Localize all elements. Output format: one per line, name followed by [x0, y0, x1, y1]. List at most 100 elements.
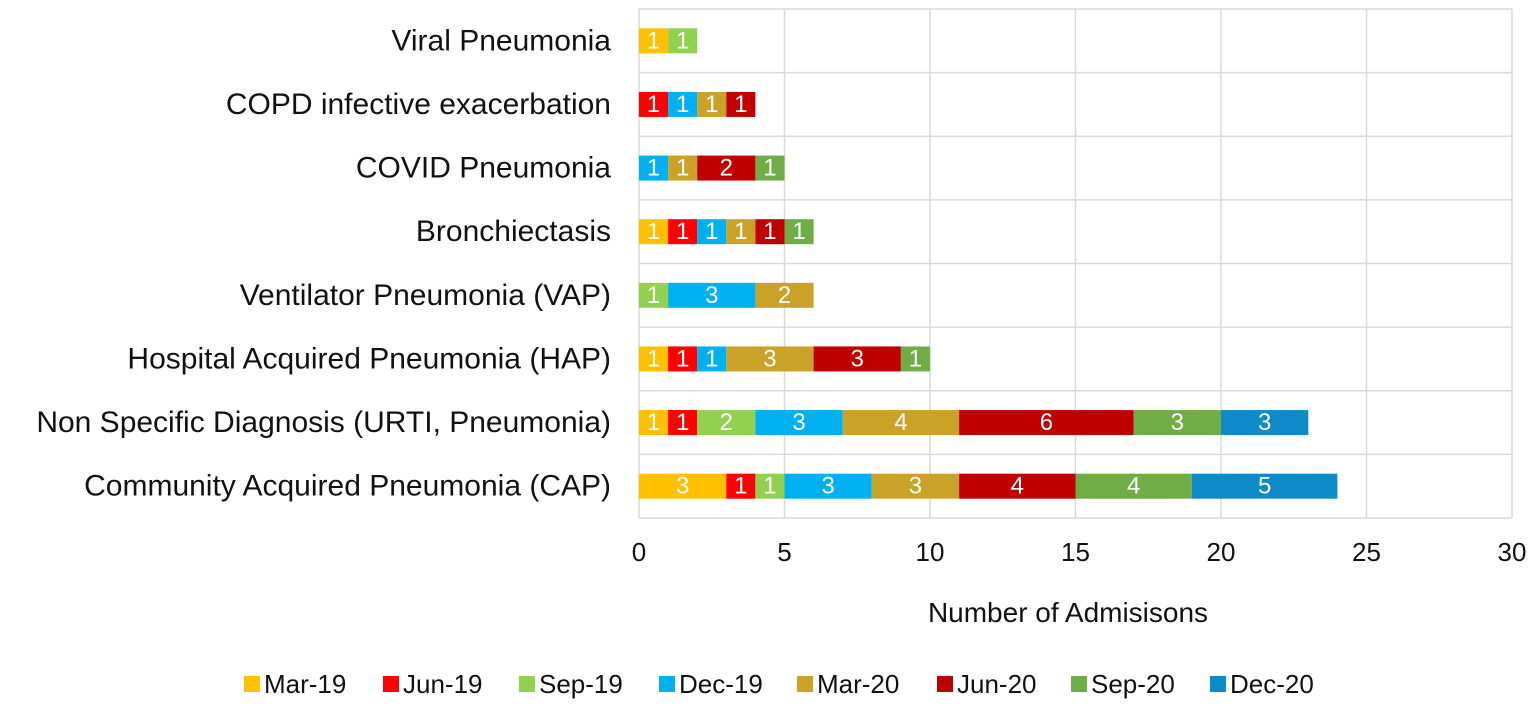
- bar-value-label: 3: [909, 473, 922, 500]
- legend-swatch: [519, 676, 535, 692]
- bar-segment: [639, 28, 669, 54]
- bar-value-label: 1: [705, 345, 718, 372]
- bar-segment: [784, 219, 814, 245]
- bar-value-label: 5: [1258, 473, 1271, 500]
- bar-segment: [959, 410, 1134, 436]
- legend-label: Dec-20: [1230, 669, 1314, 699]
- bar-value-label: 4: [1127, 473, 1140, 500]
- category-label: Non Specific Diagnosis (URTI, Pneumonia): [36, 406, 611, 439]
- bar-segment: [697, 155, 756, 181]
- bar-value-label: 6: [1040, 409, 1053, 436]
- bar-segment: [871, 473, 960, 499]
- bar-value-label: 1: [792, 218, 805, 245]
- bar-segment: [959, 473, 1076, 499]
- bar-segment: [1075, 473, 1192, 499]
- category-label: COPD infective exacerbation: [226, 88, 611, 121]
- x-tick-label: 25: [1352, 537, 1381, 567]
- bar-value-label: 1: [676, 218, 689, 245]
- bar-value-label: 2: [778, 282, 791, 309]
- bar-value-label: 1: [647, 155, 660, 182]
- legend-label: Dec-19: [679, 669, 763, 699]
- bar-segment: [697, 410, 756, 436]
- bar-value-label: 3: [1171, 409, 1184, 436]
- bar-value-label: 1: [763, 218, 776, 245]
- legend-swatch: [244, 676, 260, 692]
- bar-value-label: 1: [647, 282, 660, 309]
- bar-segment: [668, 91, 698, 117]
- category-labels: Viral Pneumonia COPD infective exacerbati…: [36, 24, 611, 502]
- bar-value-label: 3: [792, 409, 805, 436]
- bar-segment: [668, 219, 698, 245]
- legend-swatch: [1071, 676, 1087, 692]
- bar-segment: [755, 282, 814, 308]
- bar-segment: [726, 473, 756, 499]
- bar-segment: [1221, 410, 1309, 436]
- bar-value-label: 1: [647, 91, 660, 118]
- bar-value-label: 1: [734, 91, 747, 118]
- bar-value-label: 4: [1011, 473, 1024, 500]
- bar-value-label: 3: [676, 473, 689, 500]
- legend-label: Mar-19: [264, 669, 346, 699]
- bar-value-label: 1: [647, 409, 660, 436]
- bar-segment: [639, 91, 669, 117]
- bar-value-label: 3: [763, 345, 776, 372]
- bar-segment: [1191, 473, 1338, 499]
- bar-segment: [755, 155, 785, 181]
- bar-value-label: 1: [763, 155, 776, 182]
- legend: Mar-19 Jun-19 Sep-19 Dec-19 Mar-20 Jun-20 Sep-…: [244, 669, 1314, 699]
- bar-segment: [726, 346, 814, 372]
- category-label: Community Acquired Pneumonia (CAP): [84, 470, 611, 503]
- bar-value-label: 1: [647, 218, 660, 245]
- bar-value-label: 1: [676, 27, 689, 54]
- bar-value-label: 2: [720, 155, 733, 182]
- bar-segment: [668, 155, 698, 181]
- bar-segments: 1 11 1 1 11 1 2 11 1 1 1 1 11 3 21 1 1 3 3 11 1 2 3 4 6 3 33 1 1 3 3 4 4…: [639, 27, 1338, 500]
- legend-swatch: [1210, 676, 1226, 692]
- bar-segment: [726, 219, 756, 245]
- bar-value-label: 1: [909, 345, 922, 372]
- x-axis-title: Number of Admisisons: [928, 597, 1208, 628]
- grid-lines: [638, 8, 1513, 519]
- bar-value-label: 1: [734, 473, 747, 500]
- bar-value-label: 1: [676, 91, 689, 118]
- bar-segment: [697, 219, 727, 245]
- bar-value-label: 1: [763, 473, 776, 500]
- bar-value-label: 3: [821, 473, 834, 500]
- legend-label: Sep-20: [1091, 669, 1175, 699]
- legend-swatch: [937, 676, 953, 692]
- bar-segment: [697, 346, 727, 372]
- legend-label: Mar-20: [817, 669, 899, 699]
- x-tick-label: 15: [1061, 537, 1090, 567]
- bar-segment: [784, 473, 872, 499]
- bar-value-label: 3: [1258, 409, 1271, 436]
- x-tick-label: 10: [916, 537, 945, 567]
- bar-value-label: 1: [676, 409, 689, 436]
- category-label: Bronchiectasis: [416, 215, 611, 248]
- category-label: Ventilator Pneumonia (VAP): [240, 279, 611, 312]
- bar-segment: [697, 91, 727, 117]
- bar-segment: [668, 410, 698, 436]
- bar-segment: [639, 282, 669, 308]
- bar-segment: [639, 410, 669, 436]
- category-label: Hospital Acquired Pneumonia (HAP): [127, 342, 611, 375]
- legend-swatch: [797, 676, 813, 692]
- bar-segment: [726, 91, 756, 117]
- bar-value-label: 1: [647, 345, 660, 372]
- bar-value-label: 1: [705, 91, 718, 118]
- x-tick-label: 30: [1498, 537, 1527, 567]
- bar-value-label: 1: [705, 218, 718, 245]
- bar-segment: [755, 473, 785, 499]
- bar-segment: [639, 155, 669, 181]
- bar-value-label: 2: [720, 409, 733, 436]
- bar-value-label: 1: [676, 155, 689, 182]
- bar-value-label: 3: [705, 282, 718, 309]
- legend-label: Jun-20: [957, 669, 1037, 699]
- bar-value-label: 1: [734, 218, 747, 245]
- bar-value-label: 1: [676, 345, 689, 372]
- legend-label: Sep-19: [539, 669, 623, 699]
- legend-swatch: [383, 676, 399, 692]
- bar-segment: [639, 473, 727, 499]
- bar-segment: [1133, 410, 1221, 436]
- bar-segment: [842, 410, 960, 436]
